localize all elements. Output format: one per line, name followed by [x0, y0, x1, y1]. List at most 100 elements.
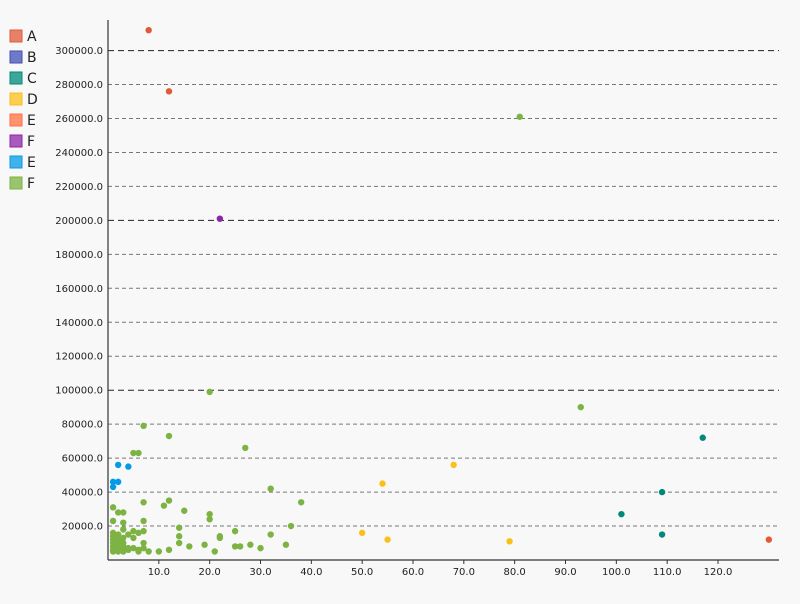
- data-point: [379, 480, 386, 487]
- x-tick-label: 90.0: [554, 567, 576, 578]
- data-point: [109, 504, 117, 511]
- data-point: [109, 478, 117, 486]
- legend-swatch: [9, 92, 23, 106]
- legend-label: F: [27, 176, 35, 192]
- data-point: [140, 544, 147, 552]
- data-point: [577, 403, 584, 411]
- data-point: [135, 529, 142, 537]
- y-tick-label: 120000.0: [55, 352, 103, 363]
- data-point: [140, 499, 147, 506]
- data-points: [109, 26, 773, 555]
- y-tick-label: 140000.0: [55, 318, 103, 329]
- data-point: [140, 422, 147, 430]
- data-point: [165, 497, 173, 504]
- data-point: [135, 449, 142, 457]
- legend-label: E: [27, 155, 36, 171]
- data-point: [114, 509, 122, 516]
- data-point: [236, 543, 244, 550]
- data-point: [384, 536, 391, 543]
- data-point: [175, 533, 183, 540]
- data-point: [109, 533, 117, 540]
- x-tick-label: 60.0: [402, 567, 424, 578]
- data-point: [114, 548, 122, 555]
- legend-swatch: [9, 29, 23, 43]
- x-tick-label: 10.0: [148, 567, 170, 578]
- data-point: [130, 534, 137, 542]
- x-tick-label: 50.0: [351, 567, 373, 578]
- data-point: [206, 510, 213, 518]
- data-point: [206, 516, 213, 523]
- axes: [107, 20, 779, 564]
- data-point: [658, 531, 666, 538]
- data-point: [267, 531, 274, 538]
- data-point: [765, 536, 773, 543]
- x-tick-label: 70.0: [453, 567, 475, 578]
- data-point: [120, 526, 127, 533]
- x-tick-label: 80.0: [504, 567, 526, 578]
- data-point: [450, 461, 457, 469]
- data-point: [658, 488, 666, 496]
- y-tick-label: 220000.0: [55, 182, 103, 193]
- legend-swatch: [9, 50, 23, 64]
- x-tick-label: 20.0: [199, 567, 221, 578]
- data-point: [140, 527, 147, 535]
- data-point: [109, 517, 117, 525]
- data-point: [618, 510, 625, 518]
- data-point: [114, 539, 122, 547]
- data-point: [109, 483, 117, 491]
- y-tick-label: 80000.0: [62, 420, 103, 431]
- data-point: [130, 527, 137, 535]
- data-point: [165, 546, 173, 554]
- data-point: [120, 509, 127, 516]
- data-point: [145, 548, 152, 555]
- data-point: [506, 538, 513, 545]
- data-point: [140, 517, 147, 525]
- data-point: [247, 541, 254, 548]
- data-point: [282, 541, 290, 548]
- y-tick-label: 180000.0: [55, 250, 103, 261]
- y-tick-label: 40000.0: [62, 488, 103, 499]
- y-tick-label: 200000.0: [55, 216, 103, 227]
- legend-label: B: [27, 50, 37, 66]
- y-tick-label: 240000.0: [55, 148, 103, 159]
- y-tick-labels: 20000.0 40000.0 60000.0 80000.0 100000.0 1200…: [55, 46, 103, 532]
- data-point: [267, 485, 274, 492]
- data-point: [201, 541, 208, 548]
- data-point: [165, 88, 173, 95]
- data-point: [175, 539, 183, 547]
- data-point: [125, 463, 132, 470]
- data-point: [140, 539, 147, 547]
- data-point: [181, 507, 188, 514]
- x-tick-labels: 10.0 20.0 30.0 40.0 50.0 60.0 70.0 80.0 90.0 100.…: [148, 567, 733, 578]
- x-tick-label: 110.0: [653, 567, 682, 578]
- data-point: [297, 499, 305, 506]
- legend-label: C: [27, 71, 37, 87]
- x-tick-label: 100.0: [602, 567, 631, 578]
- legend-swatch: [9, 155, 23, 169]
- data-point: [135, 548, 142, 555]
- data-point: [231, 527, 239, 535]
- legend-swatch: [9, 176, 23, 190]
- x-tick-label: 30.0: [249, 567, 271, 578]
- data-point: [155, 548, 163, 555]
- data-point: [206, 388, 213, 396]
- data-point: [287, 522, 295, 530]
- data-point: [125, 546, 132, 554]
- x-tick-label: 120.0: [704, 567, 733, 578]
- legend-label: E: [27, 113, 36, 129]
- y-tick-label: 300000.0: [55, 46, 103, 57]
- y-tick-label: 280000.0: [55, 80, 103, 91]
- legend-swatch: [9, 134, 23, 148]
- data-point: [186, 543, 193, 550]
- data-point: [120, 534, 127, 542]
- data-point: [130, 544, 137, 552]
- data-point: [120, 543, 127, 550]
- data-point: [358, 529, 366, 537]
- data-point: [125, 531, 132, 538]
- data-point: [145, 26, 152, 34]
- y-tick-label: 60000.0: [62, 454, 103, 465]
- data-point: [231, 543, 239, 550]
